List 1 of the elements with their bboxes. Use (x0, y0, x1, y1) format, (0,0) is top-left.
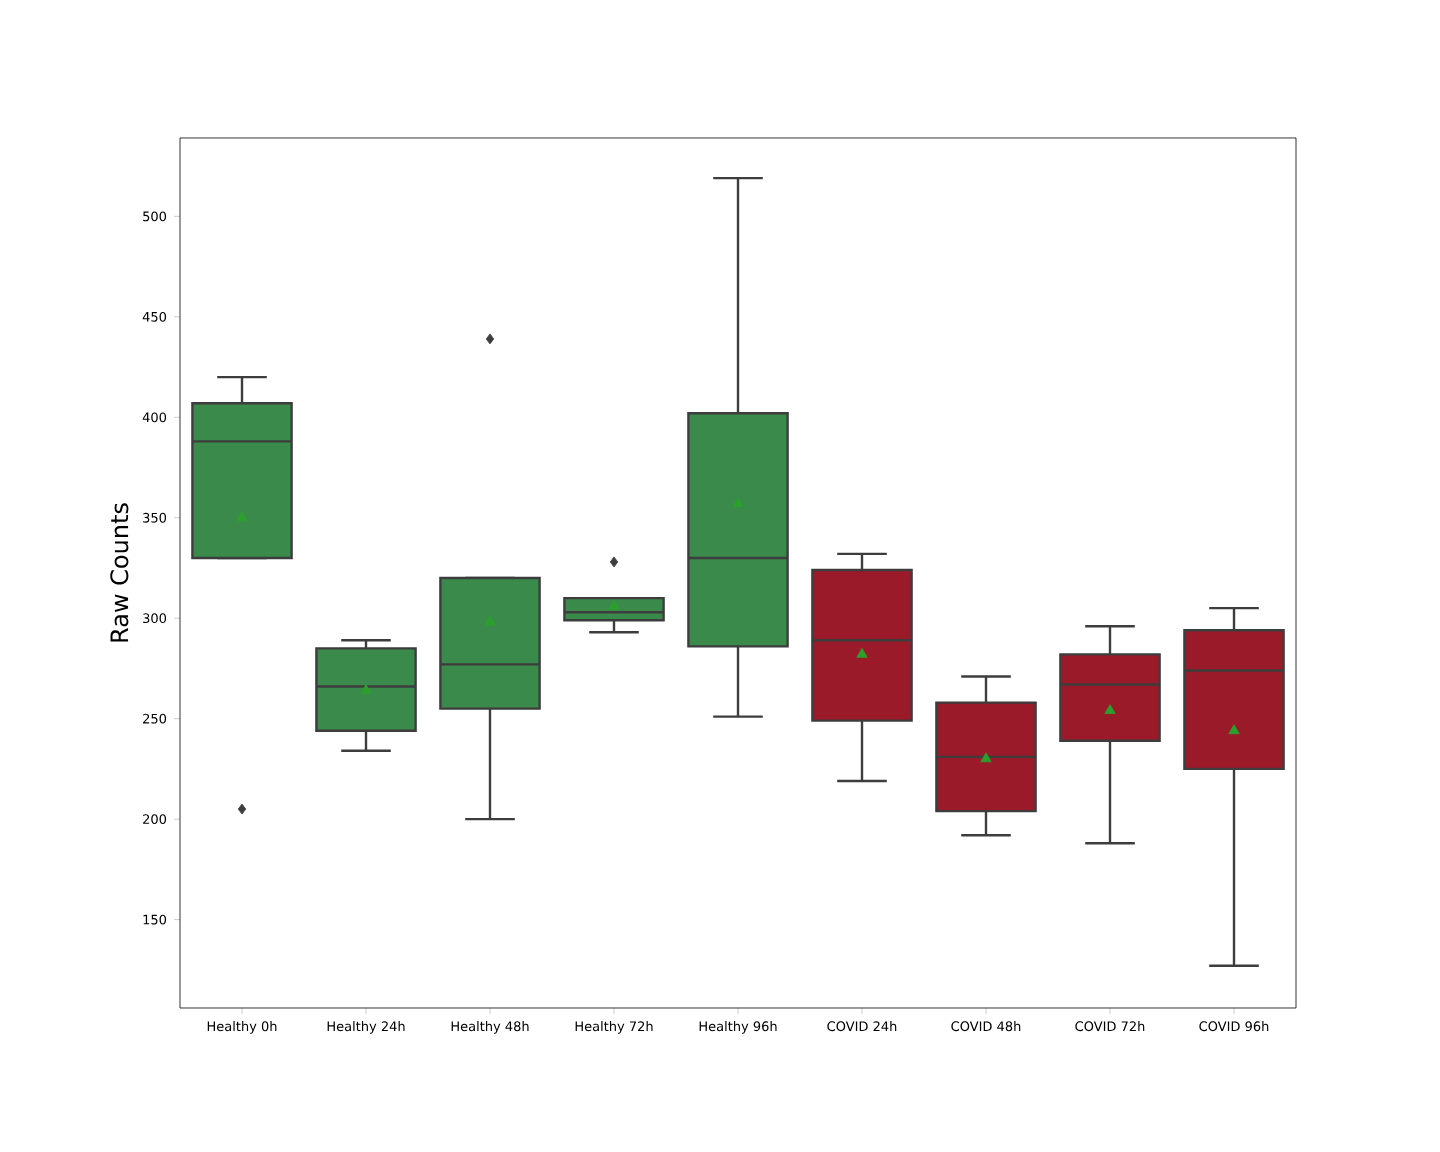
y-axis-title: Raw Counts (110, 503, 129, 642)
